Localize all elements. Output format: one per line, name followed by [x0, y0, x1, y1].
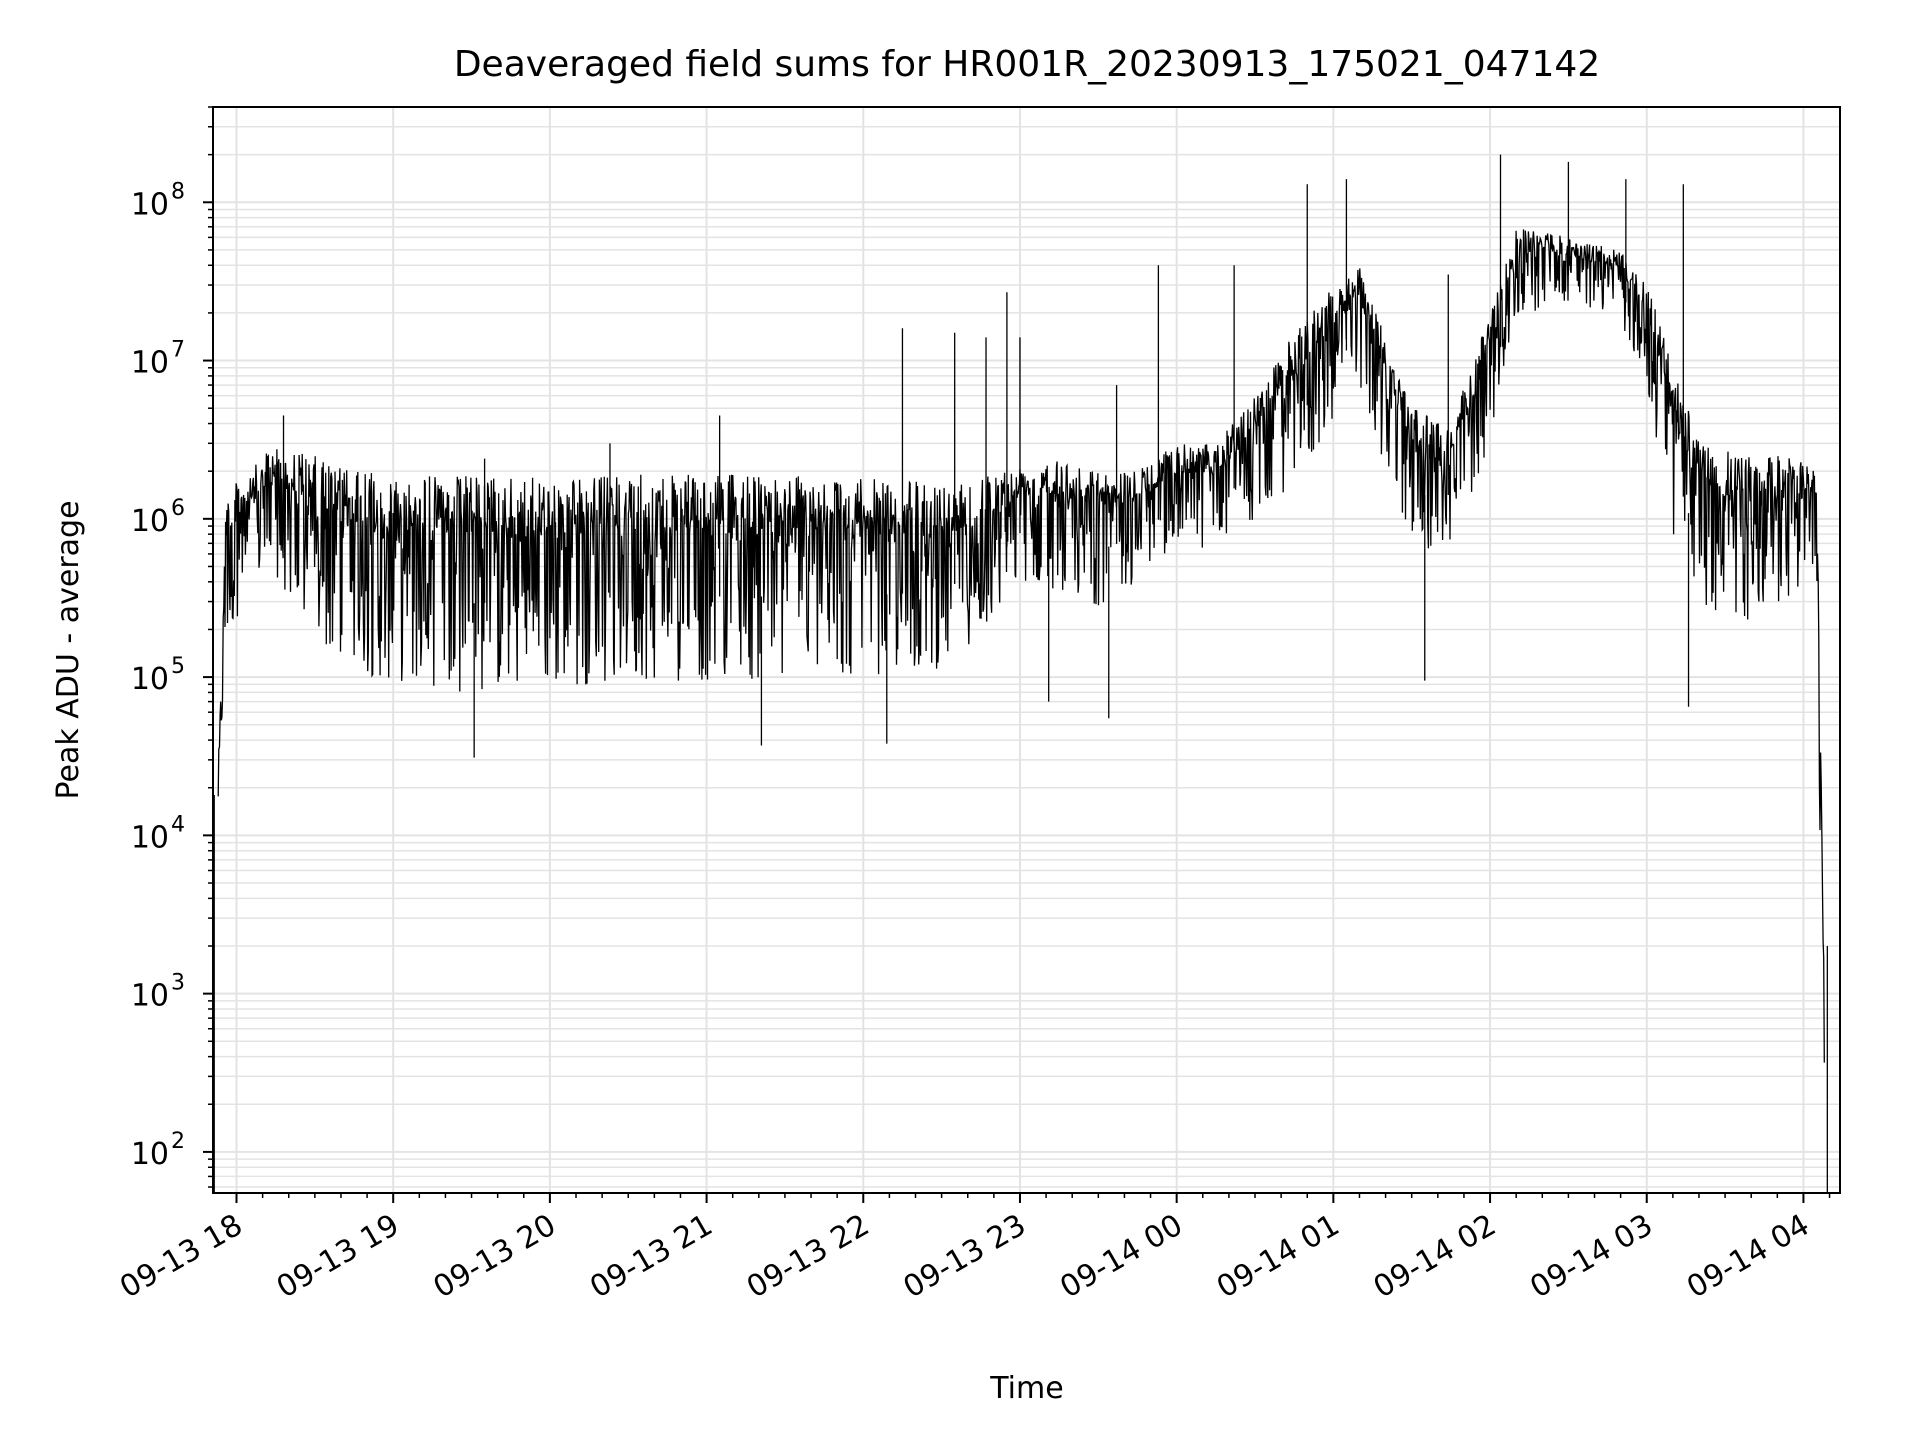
y-tick-exponent: 8: [171, 179, 185, 204]
y-tick-exponent: 3: [171, 971, 185, 996]
y-tick-exponent: 4: [171, 812, 185, 837]
y-tick-exponent: 2: [171, 1129, 185, 1154]
y-tick-label: 10: [131, 1137, 169, 1172]
y-tick-exponent: 6: [171, 496, 185, 521]
y-tick-base: 10: [131, 1137, 169, 1172]
y-tick-base: 10: [131, 662, 169, 697]
y-tick-label: 10: [131, 346, 169, 381]
y-axis-label: Peak ADU - average: [51, 500, 86, 799]
series-line: [217, 229, 1825, 1063]
y-tick-label: 10: [131, 820, 169, 855]
chart-title: Deaveraged field sums for HR001R_2023091…: [454, 44, 1600, 85]
x-axis-label: Time: [989, 1371, 1063, 1406]
data-series: [213, 154, 1828, 1193]
y-tick-base: 10: [131, 820, 169, 855]
y-tick-exponent: 7: [171, 338, 185, 363]
y-tick-base: 10: [131, 979, 169, 1014]
y-tick-base: 10: [131, 504, 169, 539]
y-tick-label: 10: [131, 504, 169, 539]
y-tick-label: 10: [131, 187, 169, 222]
y-tick-base: 10: [131, 187, 169, 222]
grid-lines: [213, 106, 1840, 1193]
y-tick-label: 10: [131, 979, 169, 1014]
y-tick-base: 10: [131, 346, 169, 381]
y-tick-label: 10: [131, 662, 169, 697]
plot-frame: [212, 106, 1841, 1194]
y-tick-exponent: 5: [171, 654, 185, 679]
